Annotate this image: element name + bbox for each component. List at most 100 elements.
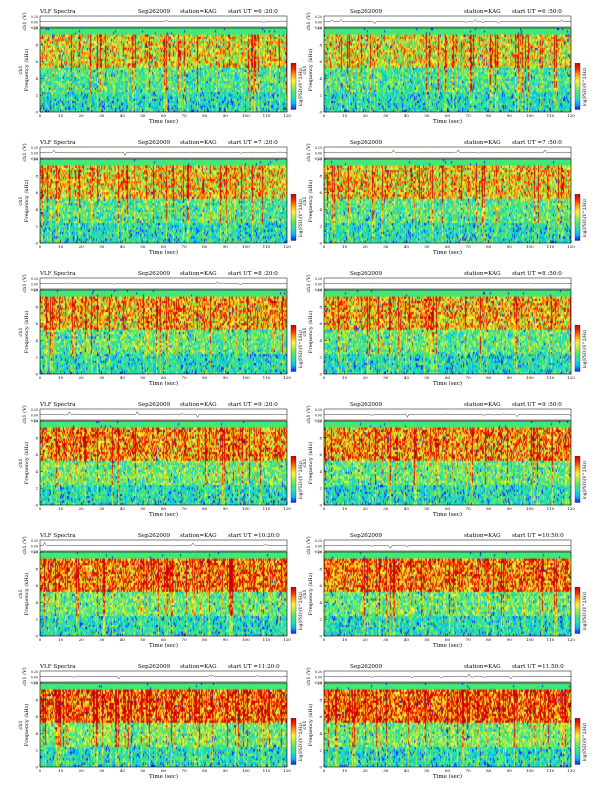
freq-tick-label: 10: [317, 288, 323, 293]
freq-tick-label: 8: [35, 435, 38, 440]
freq-tick-label: 4: [35, 731, 38, 736]
spectrogram-channel-label: ch1: [302, 196, 308, 205]
time-tick-label: 80: [486, 113, 492, 118]
time-tick-label: 20: [363, 244, 369, 249]
waveform-trace: [39, 542, 288, 547]
freq-tick-label: 0: [35, 241, 38, 246]
time-tick-label: 60: [161, 768, 167, 773]
time-tick-label: 70: [182, 375, 188, 380]
strip-tick-label: -0.20: [314, 419, 322, 423]
freq-tick-label: 6: [35, 59, 38, 64]
waveform-trace: [323, 544, 572, 549]
panel-date: Sep262009: [138, 402, 171, 408]
time-tick-label: 90: [223, 375, 229, 380]
time-tick-label: 30: [99, 506, 105, 511]
spectrogram-channel-label: ch1: [18, 720, 24, 729]
spectrogram-image: [324, 683, 571, 767]
colorbar-label: log(PSD)(V^2/Hz): [582, 329, 587, 368]
freq-tick-label: 6: [35, 190, 38, 195]
time-tick-label: 50: [140, 375, 146, 380]
colorbar: [291, 63, 296, 110]
strip-tick-label: 0.00: [31, 20, 38, 24]
colorbar: [575, 587, 580, 634]
time-tick-label: 40: [120, 768, 126, 773]
freq-tick-label: 4: [319, 207, 322, 212]
freq-tick-label: 8: [35, 304, 38, 309]
time-xlabel: Time (sec): [433, 642, 462, 649]
spectrogram-ylabel: Frequency (kHz): [23, 704, 30, 747]
strip-ylabel: ch1 (V): [21, 12, 28, 30]
strip-tick-label: -0.20: [30, 419, 38, 423]
panel-row2-left: VLF Spectra Sep262009 station=KAG start UT …: [18, 140, 303, 256]
freq-tick-label: 8: [35, 566, 38, 571]
time-tick-label: 100: [526, 244, 534, 249]
freq-tick-label: 8: [319, 697, 322, 702]
freq-tick-label: 2: [35, 93, 38, 98]
time-tick-label: 120: [567, 244, 575, 249]
freq-tick-label: 8: [319, 304, 322, 309]
spectrogram-image: [324, 552, 571, 636]
time-tick-label: 120: [283, 375, 291, 380]
time-tick-label: 100: [242, 506, 250, 511]
time-tick-label: 110: [263, 637, 271, 642]
time-tick-label: 90: [223, 113, 229, 118]
panel-date: Sep262009: [350, 140, 383, 146]
freq-tick-label: 8: [35, 697, 38, 702]
freq-tick-label: 0: [35, 503, 38, 508]
time-tick-label: 60: [161, 375, 167, 380]
time-tick-label: 80: [486, 244, 492, 249]
time-tick-label: 110: [547, 375, 555, 380]
time-xlabel: Time (sec): [433, 118, 462, 125]
strip-tick-label: -0.20: [314, 26, 322, 30]
spectrogram-ylabel: Frequency (kHz): [23, 180, 30, 223]
strip-tick-label: 0.00: [315, 20, 322, 24]
freq-tick-label: 0: [35, 765, 38, 770]
colorbar-label: log(PSD)(V^2/Hz): [582, 722, 587, 761]
time-xlabel: Time (sec): [149, 249, 178, 256]
spectrogram-channel-label: ch1: [18, 327, 24, 336]
time-tick-label: 110: [263, 113, 271, 118]
time-xlabel: Time (sec): [149, 773, 178, 780]
colorbar: [291, 325, 296, 372]
time-xlabel: Time (sec): [433, 380, 462, 387]
time-tick-label: 0: [323, 113, 326, 118]
strip-tick-label: 0.00: [315, 151, 322, 155]
freq-tick-label: 10: [33, 681, 39, 686]
time-tick-label: 40: [404, 244, 410, 249]
time-tick-label: 90: [223, 244, 229, 249]
time-tick-label: 120: [567, 375, 575, 380]
panel-row6-left: VLF Spectra Sep262009 station=KAG start UT …: [18, 664, 303, 780]
panel-row4-right: Sep262009 station=KAG start UT =9 :50:0 0.2…: [302, 402, 587, 518]
freq-tick-label: 0: [319, 503, 322, 508]
spectrogram-ylabel: Frequency (kHz): [307, 311, 314, 354]
spectrogram-image: [40, 28, 287, 112]
time-tick-label: 90: [507, 244, 513, 249]
time-tick-label: 80: [486, 506, 492, 511]
colorbar: [575, 325, 580, 372]
spectrogram-image: [40, 421, 287, 505]
freq-tick-label: 0: [35, 634, 38, 639]
panel-date: Sep262009: [138, 9, 171, 15]
time-tick-label: 100: [526, 768, 534, 773]
strip-tick-label: -0.20: [314, 288, 322, 292]
time-tick-label: 60: [161, 244, 167, 249]
panel-date: Sep262009: [350, 271, 383, 277]
time-tick-label: 60: [445, 375, 451, 380]
panel-station: station=KAG: [464, 271, 501, 277]
freq-tick-label: 2: [319, 486, 322, 491]
time-tick-label: 0: [323, 375, 326, 380]
time-tick-label: 90: [223, 637, 229, 642]
panel-row3-right: Sep262009 station=KAG start UT =8 :50:0 0.2…: [302, 271, 587, 387]
time-tick-label: 110: [547, 768, 555, 773]
spectrogram-channel-label: ch1: [302, 327, 308, 336]
freq-tick-label: 8: [35, 42, 38, 47]
strip-ylabel: ch1 (V): [305, 12, 312, 30]
colorbar-label: log(PSD)(V^2/Hz): [582, 460, 587, 499]
time-tick-label: 0: [39, 506, 42, 511]
panel-date: Sep262009: [138, 533, 171, 539]
time-tick-label: 10: [342, 768, 348, 773]
time-tick-label: 120: [283, 244, 291, 249]
time-tick-label: 0: [323, 768, 326, 773]
time-tick-label: 40: [404, 768, 410, 773]
spectrogram-image: [40, 683, 287, 767]
